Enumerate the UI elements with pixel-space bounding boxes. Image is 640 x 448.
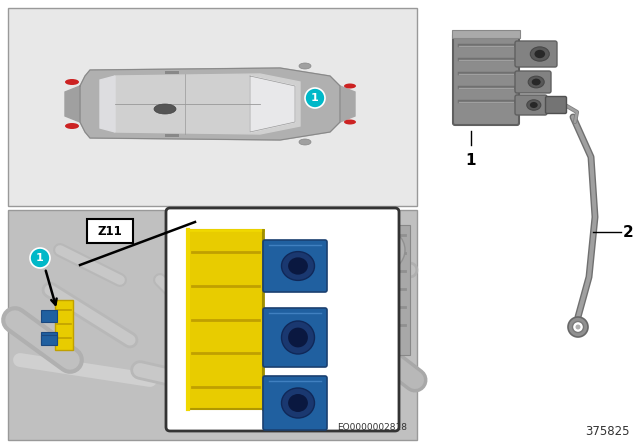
Polygon shape	[65, 86, 80, 122]
Text: 1: 1	[36, 253, 44, 263]
Bar	[279, 240, 301, 310]
Text: EO0000002818: EO0000002818	[337, 423, 407, 432]
Bar	[350, 225, 410, 355]
Polygon shape	[110, 74, 300, 134]
Ellipse shape	[282, 388, 314, 418]
Bar	[55, 300, 73, 350]
Text: 1: 1	[311, 93, 319, 103]
FancyBboxPatch shape	[263, 376, 327, 430]
Ellipse shape	[527, 100, 541, 110]
Bar	[247, 240, 269, 310]
Circle shape	[573, 322, 584, 332]
Ellipse shape	[65, 79, 79, 85]
Ellipse shape	[282, 252, 314, 280]
Text: 2: 2	[623, 224, 634, 240]
Polygon shape	[250, 76, 295, 132]
Ellipse shape	[530, 102, 538, 108]
Ellipse shape	[216, 241, 236, 249]
Ellipse shape	[362, 235, 397, 265]
Bar	[8, 8, 417, 206]
FancyBboxPatch shape	[545, 96, 566, 113]
Circle shape	[30, 248, 50, 268]
Bar	[41, 332, 57, 344]
FancyBboxPatch shape	[515, 95, 547, 115]
Polygon shape	[80, 68, 340, 140]
FancyBboxPatch shape	[263, 308, 327, 367]
Polygon shape	[100, 76, 115, 132]
Ellipse shape	[344, 120, 356, 125]
Ellipse shape	[299, 139, 311, 145]
Bar	[311, 240, 333, 310]
Ellipse shape	[248, 241, 268, 249]
Ellipse shape	[65, 123, 79, 129]
Bar	[200, 230, 350, 350]
Ellipse shape	[528, 76, 544, 88]
Ellipse shape	[532, 78, 541, 86]
Circle shape	[305, 88, 325, 108]
Ellipse shape	[344, 83, 356, 89]
Ellipse shape	[280, 241, 300, 249]
Ellipse shape	[154, 104, 176, 114]
Bar	[165, 134, 179, 137]
Bar	[188, 230, 263, 409]
Ellipse shape	[534, 50, 545, 58]
Text: 375825: 375825	[586, 425, 630, 438]
Bar	[8, 210, 417, 440]
Circle shape	[568, 317, 588, 337]
Bar	[430, 0, 640, 448]
Ellipse shape	[299, 63, 311, 69]
FancyBboxPatch shape	[453, 33, 519, 125]
FancyBboxPatch shape	[166, 208, 399, 431]
Ellipse shape	[355, 228, 405, 272]
Ellipse shape	[531, 47, 549, 61]
Ellipse shape	[288, 327, 308, 347]
Ellipse shape	[288, 394, 308, 412]
FancyBboxPatch shape	[515, 41, 557, 67]
Bar	[165, 71, 179, 74]
FancyBboxPatch shape	[87, 219, 133, 243]
Ellipse shape	[282, 321, 314, 354]
Bar	[41, 335, 57, 345]
Polygon shape	[340, 86, 355, 122]
Text: Z11: Z11	[98, 224, 122, 237]
Ellipse shape	[288, 257, 308, 275]
Circle shape	[575, 324, 580, 329]
Bar	[452, 30, 520, 38]
Bar	[41, 310, 57, 322]
Text: 1: 1	[466, 153, 476, 168]
FancyBboxPatch shape	[263, 240, 327, 292]
Bar	[215, 240, 237, 310]
FancyBboxPatch shape	[515, 71, 551, 93]
Ellipse shape	[312, 241, 332, 249]
